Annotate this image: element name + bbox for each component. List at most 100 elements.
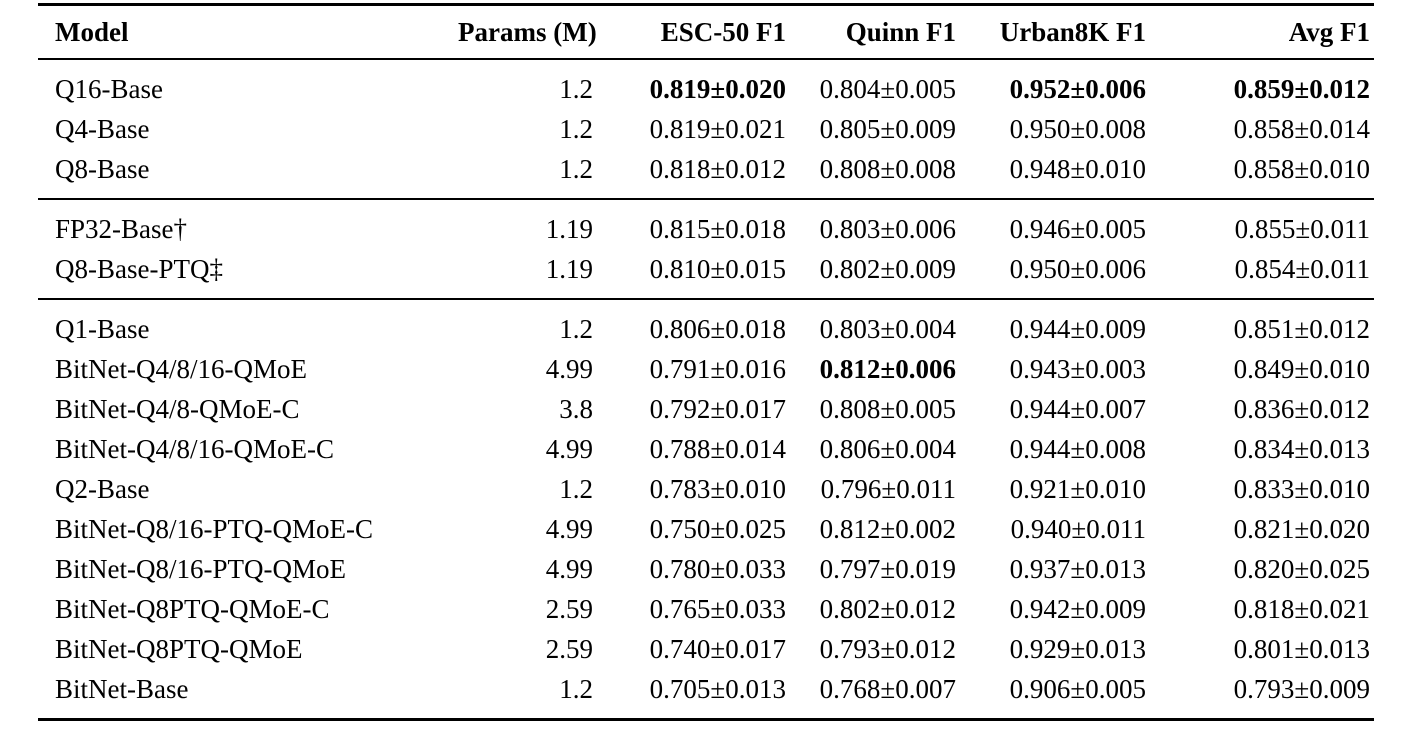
model-name-cell: FP32-Base† xyxy=(55,213,188,244)
value-cell: 0.921±0.010 xyxy=(1009,473,1146,504)
value-cell: 0.788±0.014 xyxy=(649,433,786,464)
value-cell: 0.948±0.010 xyxy=(1009,153,1146,184)
value-cell: 0.849±0.010 xyxy=(1233,353,1370,384)
value-cell: 0.705±0.013 xyxy=(649,673,786,704)
value-cell: 0.821±0.020 xyxy=(1233,513,1370,544)
value-cell: 0.810±0.015 xyxy=(649,253,786,284)
table-row: BitNet-Q8PTQ-QMoE-C 2.59 0.765±0.033 0.802±… xyxy=(38,589,1374,629)
table-row: BitNet-Q8/16-PTQ-QMoE 4.99 0.780±0.033 0.79… xyxy=(38,549,1374,589)
value-cell: 0.819±0.021 xyxy=(649,113,786,144)
value-cell: 0.793±0.012 xyxy=(819,633,956,664)
value-cell: 3.8 xyxy=(559,393,593,424)
table-row: BitNet-Q8PTQ-QMoE 2.59 0.740±0.017 0.793±0.… xyxy=(38,629,1374,669)
value-cell: 0.793±0.009 xyxy=(1233,673,1370,704)
value-cell: 0.952±0.006 xyxy=(1009,73,1146,104)
value-cell: 0.805±0.009 xyxy=(819,113,956,144)
value-cell: 0.937±0.013 xyxy=(1009,553,1146,584)
value-cell: 0.783±0.010 xyxy=(649,473,786,504)
value-cell: 0.792±0.017 xyxy=(649,393,786,424)
header-row: Model Params (M) ESC-50 F1 Quinn F1 Urba… xyxy=(38,4,1374,60)
value-cell: 4.99 xyxy=(545,353,593,384)
model-name-cell: BitNet-Q8PTQ-QMoE xyxy=(55,633,303,664)
value-cell: 0.820±0.025 xyxy=(1233,553,1370,584)
table-row: FP32-Base† 1.19 0.815±0.018 0.803±0.006 0.94… xyxy=(38,199,1374,249)
table-row: BitNet-Q4/8/16-QMoE-C 4.99 0.788±0.014 0.80… xyxy=(38,429,1374,469)
column-header-esc50-f1: ESC-50 F1 xyxy=(613,4,806,60)
model-name-cell: Q8-Base-PTQ‡ xyxy=(55,253,223,284)
model-name-cell: Q1-Base xyxy=(55,313,150,344)
value-cell: 0.808±0.005 xyxy=(819,393,956,424)
table-header: Model Params (M) ESC-50 F1 Quinn F1 Urba… xyxy=(38,4,1374,60)
value-cell: 0.819±0.020 xyxy=(649,73,786,104)
value-cell: 1.2 xyxy=(559,673,593,704)
value-cell: 0.804±0.005 xyxy=(819,73,956,104)
value-cell: 0.802±0.012 xyxy=(819,593,956,624)
table-row: BitNet-Q8/16-PTQ-QMoE-C 4.99 0.750±0.025 0.… xyxy=(38,509,1374,549)
value-cell: 0.812±0.006 xyxy=(819,353,956,384)
table-row: BitNet-Base 1.2 0.705±0.013 0.768±0.007 0.90… xyxy=(38,669,1374,720)
value-cell: 0.834±0.013 xyxy=(1233,433,1370,464)
value-cell: 0.943±0.003 xyxy=(1009,353,1146,384)
value-cell: 0.803±0.006 xyxy=(819,213,956,244)
value-cell: 0.942±0.009 xyxy=(1009,593,1146,624)
value-cell: 0.750±0.025 xyxy=(649,513,786,544)
value-cell: 1.2 xyxy=(559,153,593,184)
model-name-cell: BitNet-Q8PTQ-QMoE-C xyxy=(55,593,330,624)
model-name-cell: Q2-Base xyxy=(55,473,150,504)
value-cell: 0.815±0.018 xyxy=(649,213,786,244)
value-cell: 0.768±0.007 xyxy=(819,673,956,704)
value-cell: 0.950±0.008 xyxy=(1009,113,1146,144)
value-cell: 0.802±0.009 xyxy=(819,253,956,284)
value-cell: 0.806±0.018 xyxy=(649,313,786,344)
value-cell: 0.906±0.005 xyxy=(1009,673,1146,704)
value-cell: 2.59 xyxy=(545,633,593,664)
value-cell: 1.2 xyxy=(559,473,593,504)
value-cell: 0.818±0.012 xyxy=(649,153,786,184)
value-cell: 0.851±0.012 xyxy=(1233,313,1370,344)
value-cell: 0.796±0.011 xyxy=(820,473,956,504)
value-cell: 0.740±0.017 xyxy=(649,633,786,664)
table-row: BitNet-Q4/8/16-QMoE 4.99 0.791±0.016 0.812±… xyxy=(38,349,1374,389)
table-row: Q4-Base 1.2 0.819±0.021 0.805±0.009 0.950±0.… xyxy=(38,109,1374,149)
model-name-cell: BitNet-Q8/16-PTQ-QMoE-C xyxy=(55,513,373,544)
value-cell: 0.818±0.021 xyxy=(1233,593,1370,624)
value-cell: 0.808±0.008 xyxy=(819,153,956,184)
value-cell: 0.858±0.014 xyxy=(1233,113,1370,144)
value-cell: 0.944±0.008 xyxy=(1009,433,1146,464)
value-cell: 4.99 xyxy=(545,553,593,584)
table-group: Q16-Base 1.2 0.819±0.020 0.804±0.005 0.952±0… xyxy=(38,59,1374,199)
value-cell: 1.19 xyxy=(545,213,593,244)
column-header-model: Model xyxy=(38,4,458,60)
value-cell: 0.946±0.005 xyxy=(1009,213,1146,244)
model-name-cell: BitNet-Q4/8/16-QMoE xyxy=(55,353,307,384)
value-cell: 0.929±0.013 xyxy=(1009,633,1146,664)
table-row: BitNet-Q4/8-QMoE-C 3.8 0.792±0.017 0.808±0.… xyxy=(38,389,1374,429)
column-header-params: Params (M) xyxy=(458,4,613,60)
model-name-cell: Q4-Base xyxy=(55,113,150,144)
value-cell: 0.855±0.011 xyxy=(1234,213,1370,244)
results-table: Model Params (M) ESC-50 F1 Quinn F1 Urba… xyxy=(38,3,1374,721)
value-cell: 4.99 xyxy=(545,433,593,464)
table-row: Q2-Base 1.2 0.783±0.010 0.796±0.011 0.921±0.… xyxy=(38,469,1374,509)
value-cell: 0.950±0.006 xyxy=(1009,253,1146,284)
value-cell: 4.99 xyxy=(545,513,593,544)
value-cell: 0.801±0.013 xyxy=(1233,633,1370,664)
value-cell: 0.858±0.010 xyxy=(1233,153,1370,184)
table-row: Q16-Base 1.2 0.819±0.020 0.804±0.005 0.952±0… xyxy=(38,59,1374,109)
value-cell: 0.806±0.004 xyxy=(819,433,956,464)
value-cell: 0.859±0.012 xyxy=(1233,73,1370,104)
value-cell: 0.791±0.016 xyxy=(649,353,786,384)
value-cell: 0.854±0.011 xyxy=(1234,253,1370,284)
value-cell: 0.765±0.033 xyxy=(649,593,786,624)
value-cell: 0.940±0.011 xyxy=(1010,513,1146,544)
column-header-avg-f1: Avg F1 xyxy=(1166,4,1374,60)
value-cell: 0.833±0.010 xyxy=(1233,473,1370,504)
value-cell: 0.803±0.004 xyxy=(819,313,956,344)
value-cell: 0.812±0.002 xyxy=(819,513,956,544)
table-group: FP32-Base† 1.19 0.815±0.018 0.803±0.006 0.94… xyxy=(38,199,1374,299)
table-row: Q1-Base 1.2 0.806±0.018 0.803±0.004 0.944±0.… xyxy=(38,299,1374,349)
column-header-quinn-f1: Quinn F1 xyxy=(806,4,976,60)
value-cell: 2.59 xyxy=(545,593,593,624)
paper-table-container: Model Params (M) ESC-50 F1 Quinn F1 Urba… xyxy=(38,3,1374,721)
value-cell: 0.836±0.012 xyxy=(1233,393,1370,424)
